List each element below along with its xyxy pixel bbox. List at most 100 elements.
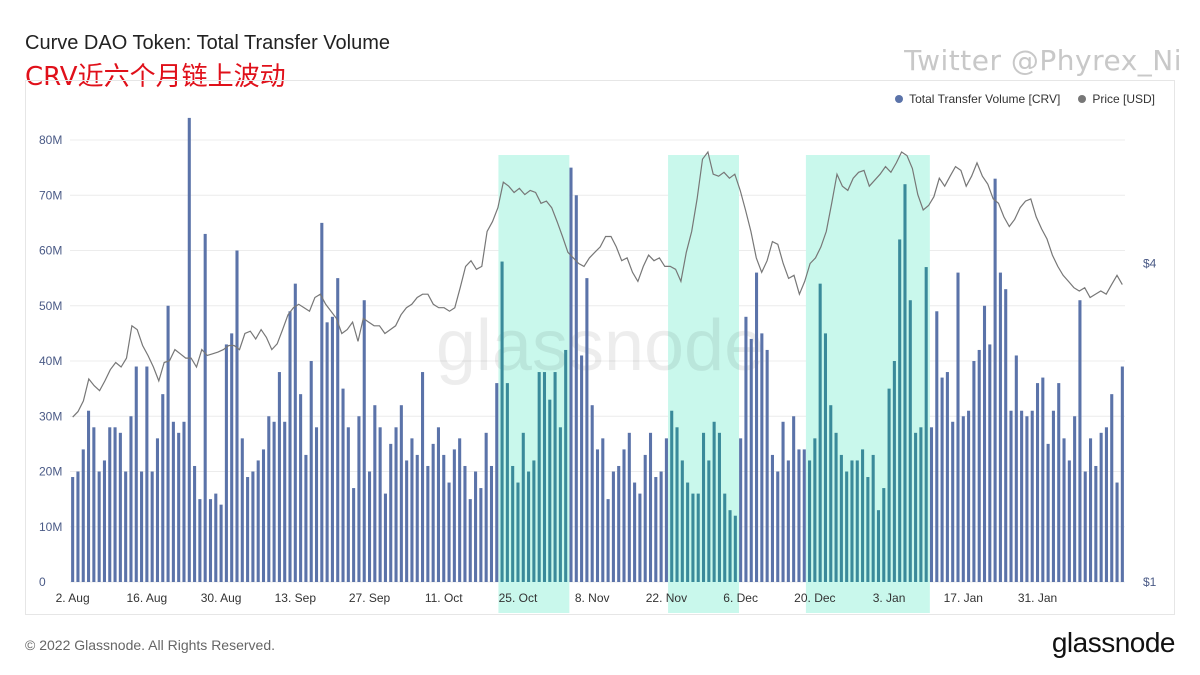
volume-bar bbox=[548, 399, 552, 582]
volume-bar bbox=[166, 305, 170, 582]
volume-bar bbox=[124, 471, 128, 582]
volume-bar bbox=[283, 421, 287, 582]
volume-bar bbox=[601, 438, 605, 582]
volume-bar bbox=[527, 471, 531, 582]
chart-subtitle-annotation: CRV近六个月链上波动 bbox=[25, 62, 286, 92]
volume-bar bbox=[187, 117, 191, 583]
y-left-tick-label: 80M bbox=[39, 133, 62, 147]
volume-bar bbox=[744, 316, 748, 582]
volume-bar bbox=[436, 427, 440, 582]
volume-bar bbox=[140, 471, 144, 582]
twitter-watermark: Twitter @Phyrex_Ni bbox=[904, 44, 1182, 77]
volume-bar bbox=[1020, 410, 1024, 582]
x-tick-label: 3. Jan bbox=[873, 591, 906, 605]
volume-bar bbox=[155, 438, 160, 582]
volume-bar bbox=[129, 416, 133, 582]
volume-bar bbox=[484, 432, 488, 582]
x-tick-label: 11. Oct bbox=[425, 591, 463, 605]
y-left-tick-label: 20M bbox=[39, 465, 62, 479]
volume-bar bbox=[405, 460, 409, 582]
volume-bar bbox=[219, 504, 223, 582]
volume-bar bbox=[431, 443, 435, 582]
volume-bar bbox=[452, 449, 456, 582]
volume-bar bbox=[511, 465, 515, 582]
x-axis-labels: 2. Aug 16. Aug 30. Aug 13. Sep 27. Sep 11. Oc… bbox=[56, 591, 1058, 605]
x-tick-label: 22. Nov bbox=[646, 591, 687, 605]
volume-bar bbox=[309, 361, 313, 582]
chart-frame bbox=[25, 80, 1175, 615]
volume-bar bbox=[267, 416, 271, 582]
volume-bar bbox=[1009, 410, 1013, 582]
volume-bar bbox=[1104, 427, 1108, 582]
volume-bar bbox=[585, 278, 589, 582]
volume-bar bbox=[786, 460, 790, 582]
volume-bar bbox=[352, 488, 356, 582]
volume-bar bbox=[426, 465, 430, 582]
x-tick-label: 17. Jan bbox=[944, 591, 983, 605]
legend-dot-volume bbox=[895, 95, 904, 103]
volume-bar bbox=[102, 460, 106, 582]
y-axis-left-labels: 0 10M 20M 30M 40M 50M 60M 70M 80M bbox=[39, 133, 62, 589]
volume-bar bbox=[829, 405, 833, 582]
volume-bar bbox=[108, 427, 112, 582]
y-left-tick-label: 60M bbox=[39, 244, 62, 258]
volume-bar bbox=[924, 267, 928, 582]
volume-bar bbox=[770, 454, 774, 582]
legend-label-volume: Total Transfer Volume [CRV] bbox=[909, 92, 1061, 106]
volume-bar bbox=[1089, 438, 1093, 582]
volume-bar bbox=[224, 344, 228, 582]
volume-bar bbox=[516, 482, 520, 582]
price-line-path bbox=[72, 150, 1123, 418]
volume-bar bbox=[468, 499, 472, 582]
volume-bar bbox=[145, 366, 149, 582]
volume-bar bbox=[892, 361, 896, 582]
volume-bar bbox=[686, 482, 690, 582]
volume-bar bbox=[293, 283, 297, 582]
x-tick-label: 31. Jan bbox=[1018, 591, 1057, 605]
volume-bar bbox=[198, 499, 202, 582]
volume-bar bbox=[760, 333, 764, 582]
volume-bar bbox=[134, 366, 138, 582]
volume-bar bbox=[256, 460, 260, 582]
volume-bar bbox=[845, 471, 849, 582]
volume-bar bbox=[235, 250, 239, 582]
volume-bar bbox=[373, 405, 377, 582]
volume-bar bbox=[458, 438, 462, 582]
volume-bar bbox=[876, 510, 881, 582]
volume-bar bbox=[797, 449, 801, 582]
y-axis-right-labels: $1 $4 bbox=[1143, 257, 1157, 589]
volume-bar bbox=[670, 410, 674, 582]
volume-bar bbox=[495, 383, 499, 582]
volume-bar bbox=[1041, 377, 1045, 582]
volume-bar bbox=[993, 178, 997, 583]
volume-bar bbox=[542, 372, 547, 582]
footer-copyright: © 2022 Glassnode. All Rights Reserved. bbox=[25, 637, 276, 653]
volume-bar bbox=[1057, 383, 1061, 582]
volume-bar bbox=[1115, 482, 1119, 582]
volume-bar bbox=[914, 432, 918, 582]
volume-bar bbox=[1025, 416, 1029, 582]
volume-bar bbox=[749, 338, 753, 582]
volume-bar bbox=[818, 283, 822, 582]
y-right-tick-label: $4 bbox=[1143, 257, 1157, 271]
volume-bar bbox=[611, 471, 615, 582]
glassnode-logo: glassnode bbox=[1051, 627, 1176, 658]
volume-bar bbox=[394, 427, 398, 582]
volume-bar bbox=[71, 477, 75, 582]
y-left-tick-label: 30M bbox=[39, 409, 62, 423]
volume-bar bbox=[277, 372, 281, 582]
legend-item-volume[interactable]: Total Transfer Volume [CRV] bbox=[895, 92, 1060, 106]
volume-bar bbox=[81, 449, 85, 582]
x-tick-label: 8. Nov bbox=[575, 591, 610, 605]
volume-bar bbox=[659, 471, 663, 582]
volume-bar bbox=[410, 438, 414, 582]
volume-bars bbox=[71, 117, 1124, 583]
volume-bar bbox=[871, 454, 875, 582]
volume-bar bbox=[314, 427, 319, 582]
volume-bar bbox=[500, 261, 504, 582]
volume-bar bbox=[1004, 289, 1008, 582]
volume-bar bbox=[182, 421, 186, 582]
volume-bar bbox=[643, 454, 647, 582]
x-tick-label: 13. Sep bbox=[275, 591, 317, 605]
legend-item-price[interactable]: Price [USD] bbox=[1078, 92, 1155, 106]
